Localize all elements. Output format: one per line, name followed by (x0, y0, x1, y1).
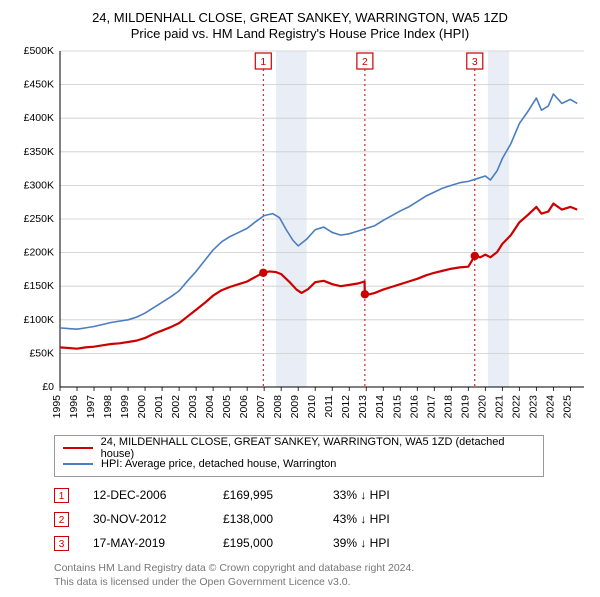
legend-label-hpi: HPI: Average price, detached house, Warr… (101, 458, 336, 470)
attribution: Contains HM Land Registry data © Crown c… (54, 561, 588, 589)
svg-text:£150K: £150K (24, 280, 54, 292)
sale-marker-2: 2 (54, 512, 69, 527)
svg-text:2: 2 (362, 56, 368, 68)
sale-marker-1: 1 (54, 488, 69, 503)
sale-price: £195,000 (223, 536, 333, 550)
svg-text:2015: 2015 (391, 395, 403, 419)
svg-text:2022: 2022 (510, 395, 522, 419)
sale-delta: 39% ↓ HPI (333, 536, 453, 550)
svg-text:£450K: £450K (24, 79, 54, 91)
legend-label-price-paid: 24, MILDENHALL CLOSE, GREAT SANKEY, WARR… (101, 436, 535, 460)
svg-text:1995: 1995 (51, 395, 63, 419)
sale-delta: 33% ↓ HPI (333, 488, 453, 502)
svg-text:£50K: £50K (29, 347, 54, 359)
svg-text:1998: 1998 (102, 395, 114, 419)
sales-table: 1 12-DEC-2006 £169,995 33% ↓ HPI 2 30-NO… (54, 483, 588, 555)
svg-text:2001: 2001 (153, 395, 165, 419)
svg-text:2007: 2007 (255, 395, 267, 419)
svg-text:2003: 2003 (187, 395, 199, 419)
svg-text:£200K: £200K (24, 247, 54, 259)
legend-swatch-hpi (63, 463, 93, 465)
svg-text:2008: 2008 (272, 395, 284, 419)
svg-text:2000: 2000 (136, 395, 148, 419)
chart-title: 24, MILDENHALL CLOSE, GREAT SANKEY, WARR… (12, 10, 588, 25)
svg-text:2016: 2016 (408, 395, 420, 419)
svg-text:£0: £0 (42, 381, 54, 393)
sale-marker-3: 3 (54, 536, 69, 551)
sale-date: 12-DEC-2006 (93, 488, 223, 502)
svg-text:2024: 2024 (544, 395, 556, 419)
svg-text:1996: 1996 (68, 395, 80, 419)
svg-text:2002: 2002 (170, 395, 182, 419)
attribution-line: Contains HM Land Registry data © Crown c… (54, 561, 588, 575)
svg-text:2014: 2014 (374, 395, 386, 419)
svg-text:1999: 1999 (119, 395, 131, 419)
svg-text:2021: 2021 (493, 395, 505, 419)
svg-text:2025: 2025 (561, 395, 573, 419)
svg-text:2011: 2011 (323, 395, 335, 418)
sale-date: 30-NOV-2012 (93, 512, 223, 526)
chart-container: 24, MILDENHALL CLOSE, GREAT SANKEY, WARR… (0, 0, 600, 597)
sale-delta: 43% ↓ HPI (333, 512, 453, 526)
sale-row: 1 12-DEC-2006 £169,995 33% ↓ HPI (54, 483, 588, 507)
sale-price: £169,995 (223, 488, 333, 502)
legend-row-price-paid: 24, MILDENHALL CLOSE, GREAT SANKEY, WARR… (63, 440, 535, 456)
svg-text:£350K: £350K (24, 146, 54, 158)
chart-plot-area: £0 £50K £100K £150K £200K £250K £300K £350K £400… (12, 47, 588, 427)
chart-svg: £0 £50K £100K £150K £200K £250K £300K £350K £400… (12, 47, 588, 427)
sale-price: £138,000 (223, 512, 333, 526)
svg-text:2004: 2004 (204, 395, 216, 419)
sale-row: 3 17-MAY-2019 £195,000 39% ↓ HPI (54, 531, 588, 555)
legend-box: 24, MILDENHALL CLOSE, GREAT SANKEY, WARR… (54, 435, 544, 477)
sale-row: 2 30-NOV-2012 £138,000 43% ↓ HPI (54, 507, 588, 531)
attribution-line: This data is licensed under the Open Gov… (54, 575, 588, 589)
svg-text:2013: 2013 (357, 395, 369, 419)
svg-text:2023: 2023 (527, 395, 539, 419)
svg-text:2020: 2020 (476, 395, 488, 419)
svg-text:£250K: £250K (24, 213, 54, 225)
svg-text:2018: 2018 (442, 395, 454, 419)
svg-text:1: 1 (260, 56, 266, 68)
sale-date: 17-MAY-2019 (93, 536, 223, 550)
svg-text:2012: 2012 (340, 395, 352, 419)
legend-swatch-price-paid (63, 447, 93, 449)
svg-text:3: 3 (472, 56, 478, 68)
svg-text:£400K: £400K (24, 112, 54, 124)
svg-text:2005: 2005 (221, 395, 233, 419)
chart-subtitle: Price paid vs. HM Land Registry's House … (12, 26, 588, 41)
svg-text:2006: 2006 (238, 395, 250, 419)
svg-text:£500K: £500K (24, 47, 54, 57)
svg-text:2009: 2009 (289, 395, 301, 419)
svg-text:1997: 1997 (85, 395, 97, 419)
svg-text:2010: 2010 (306, 395, 318, 419)
svg-text:2019: 2019 (459, 395, 471, 419)
svg-text:£100K: £100K (24, 314, 54, 326)
svg-text:£300K: £300K (24, 179, 54, 191)
svg-text:2017: 2017 (425, 395, 437, 419)
